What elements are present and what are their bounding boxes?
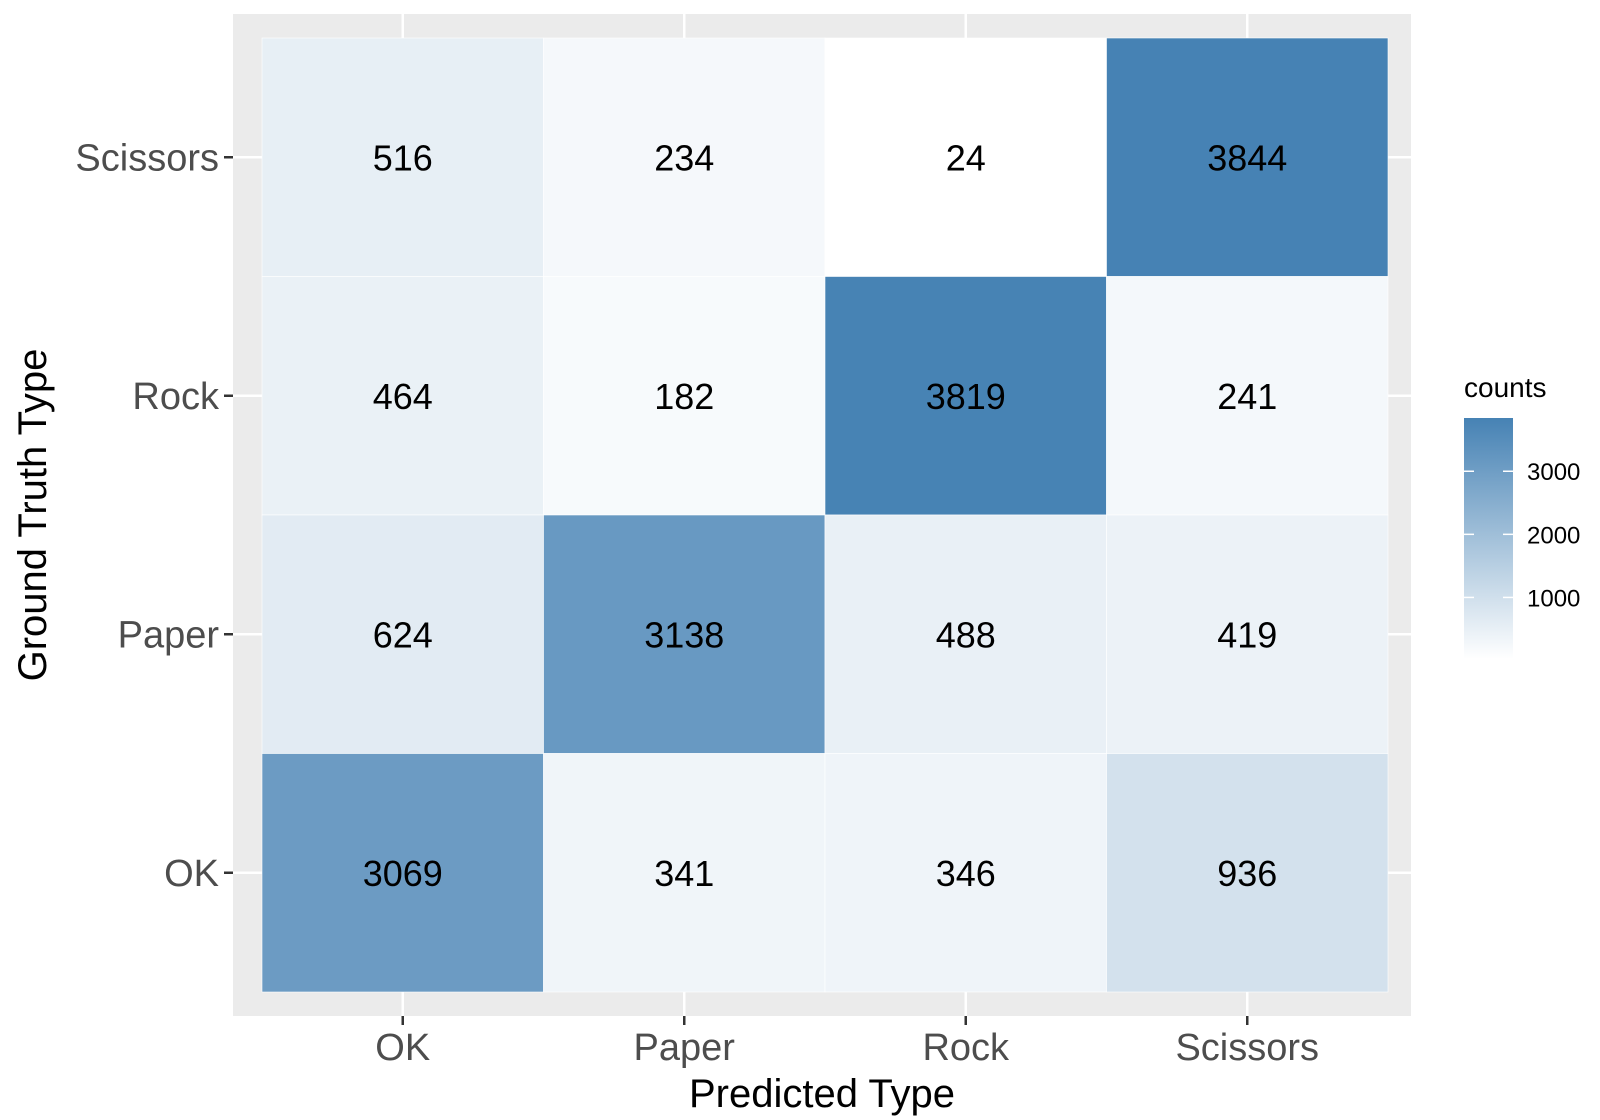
x-axis: OK Paper Rock Scissors xyxy=(375,1016,1319,1069)
legend-title: counts xyxy=(1464,372,1547,403)
cell-value-label: 341 xyxy=(654,853,714,894)
cell-value-label: 241 xyxy=(1217,376,1277,417)
x-axis-title: Predicted Type xyxy=(689,1072,955,1116)
heatmap-cells xyxy=(261,37,1389,993)
x-tick-label: Paper xyxy=(634,1027,736,1069)
cell-value-label: 936 xyxy=(1217,853,1277,894)
heatmap-cell xyxy=(543,276,826,516)
heatmap-cell-labels: 516 234 24 3844 464 182 3819 241 624 3138 488 419 30… xyxy=(363,137,1288,894)
x-tick-label: OK xyxy=(375,1027,430,1069)
heatmap-cell xyxy=(1106,37,1389,277)
cell-value-label: 3069 xyxy=(363,853,443,894)
cell-value-label: 3138 xyxy=(644,614,724,655)
y-tick-label: Scissors xyxy=(75,137,219,179)
heatmap-cell xyxy=(543,514,826,754)
legend-ticks: 1000 2000 3000 xyxy=(1464,459,1580,612)
cell-value-label: 516 xyxy=(373,137,433,178)
heatmap-cell xyxy=(824,514,1107,754)
heatmap-cell xyxy=(1106,753,1389,993)
cell-value-label: 24 xyxy=(946,137,986,178)
cell-value-label: 624 xyxy=(373,614,433,655)
heatmap-cell xyxy=(261,753,544,993)
heatmap-cell xyxy=(543,37,826,277)
legend-colorbar xyxy=(1464,418,1513,659)
legend-tick-label: 3000 xyxy=(1527,459,1580,486)
y-axis-title: Ground Truth Type xyxy=(11,349,55,682)
heatmap-cell xyxy=(1106,276,1389,516)
y-axis: OK Paper Rock Scissors xyxy=(75,137,233,895)
x-tick-label: Rock xyxy=(922,1027,1010,1069)
x-tick-label: Scissors xyxy=(1175,1027,1319,1069)
heatmap-cell xyxy=(261,276,544,516)
heatmap-cell xyxy=(543,753,826,993)
cell-value-label: 234 xyxy=(654,137,714,178)
y-tick-label: Rock xyxy=(132,376,220,418)
legend-tick-label: 1000 xyxy=(1527,585,1580,612)
heatmap-cell xyxy=(261,37,544,277)
color-legend: counts 1000 2000 3000 xyxy=(1464,372,1580,659)
y-tick-label: Paper xyxy=(118,614,220,656)
heatmap-cell xyxy=(824,37,1107,277)
heatmap-cell xyxy=(824,276,1107,516)
cell-value-label: 464 xyxy=(373,376,433,417)
cell-value-label: 419 xyxy=(1217,614,1277,655)
y-tick-label: OK xyxy=(164,853,219,895)
cell-value-label: 488 xyxy=(936,614,996,655)
heatmap-cell xyxy=(824,753,1107,993)
heatmap-cell xyxy=(261,514,544,754)
cell-value-label: 3844 xyxy=(1207,137,1287,178)
cell-value-label: 346 xyxy=(936,853,996,894)
cell-value-label: 182 xyxy=(654,376,714,417)
legend-tick-label: 2000 xyxy=(1527,522,1580,549)
cell-value-label: 3819 xyxy=(926,376,1006,417)
heatmap-cell xyxy=(1106,514,1389,754)
